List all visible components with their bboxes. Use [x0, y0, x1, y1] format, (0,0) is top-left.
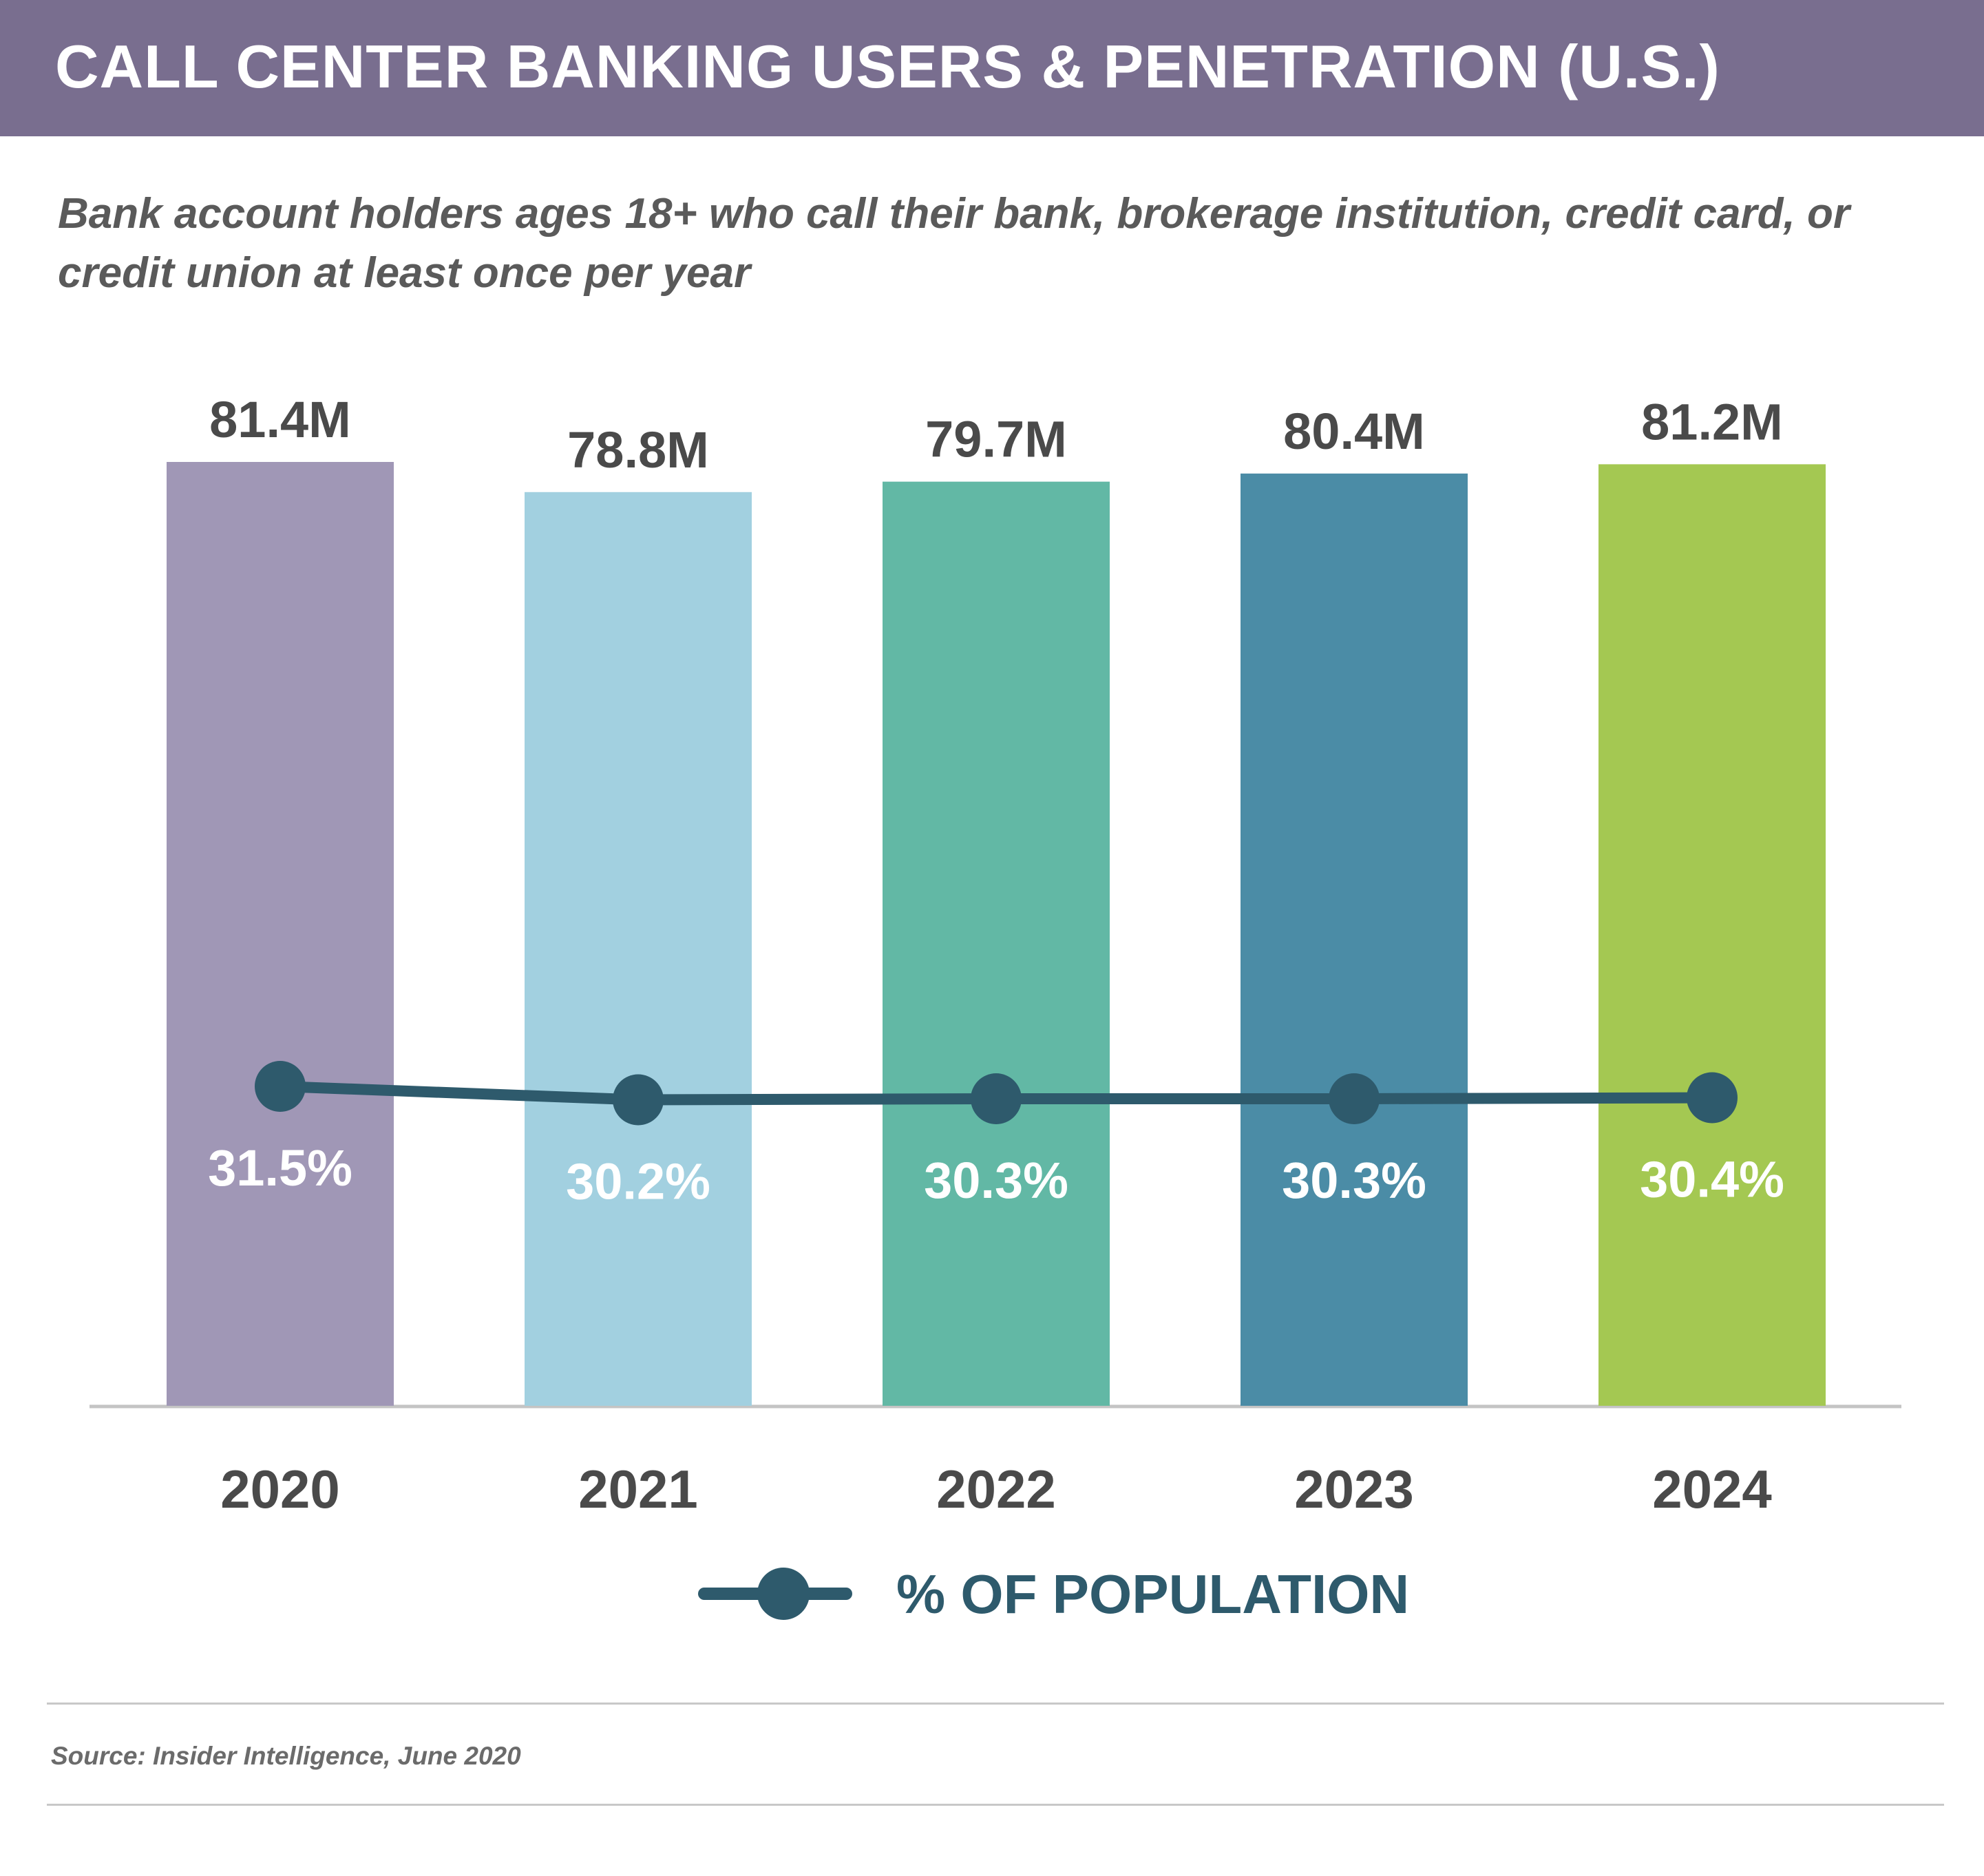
- bar-2024: [1598, 464, 1826, 1406]
- legend-label: % OF POPULATION: [896, 1563, 1410, 1625]
- header-bar: CALL CENTER BANKING USERS & PENETRATION …: [0, 0, 1984, 136]
- divider-top: [47, 1703, 1944, 1705]
- x-tick-label: 2023: [1294, 1459, 1414, 1519]
- bar-value-label: 78.8M: [567, 421, 709, 478]
- bar-2020: [167, 462, 394, 1406]
- population-marker: [1687, 1072, 1738, 1124]
- legend-marker-icon: [757, 1568, 810, 1620]
- chart-subtitle: Bank account holders ages 18+ who call t…: [58, 190, 1850, 297]
- population-value-label: 30.3%: [1282, 1152, 1426, 1209]
- legend: % OF POPULATION: [698, 1556, 1524, 1632]
- bar-2022: [883, 481, 1110, 1406]
- x-tick-label: 2021: [578, 1459, 698, 1519]
- population-marker: [1329, 1073, 1380, 1124]
- x-tick-label: 2020: [220, 1459, 340, 1519]
- bar-2021: [525, 492, 752, 1406]
- x-tick-label: 2024: [1652, 1459, 1772, 1519]
- population-value-label: 30.2%: [566, 1153, 710, 1210]
- chart-area: 81.4M 2020 78.8M 2021 79.7M 2022 80.4M 2023 81.2…: [89, 391, 1901, 1519]
- population-marker: [613, 1074, 664, 1126]
- divider-bottom: [47, 1804, 1944, 1806]
- bar-2023: [1241, 473, 1468, 1406]
- population-marker: [971, 1073, 1022, 1124]
- population-marker: [255, 1061, 306, 1112]
- bar-value-label: 81.4M: [209, 391, 351, 448]
- source-note: Source: Insider Intelligence, June 2020: [51, 1742, 521, 1770]
- bar-value-label: 80.4M: [1283, 403, 1425, 460]
- population-value-label: 31.5%: [208, 1139, 352, 1197]
- population-value-label: 30.3%: [924, 1152, 1068, 1209]
- chart-title: CALL CENTER BANKING USERS & PENETRATION …: [55, 32, 1720, 101]
- population-value-label: 30.4%: [1640, 1151, 1784, 1208]
- bar-value-label: 79.7M: [925, 411, 1067, 468]
- x-tick-label: 2022: [936, 1459, 1056, 1519]
- bar-value-label: 81.2M: [1641, 393, 1783, 450]
